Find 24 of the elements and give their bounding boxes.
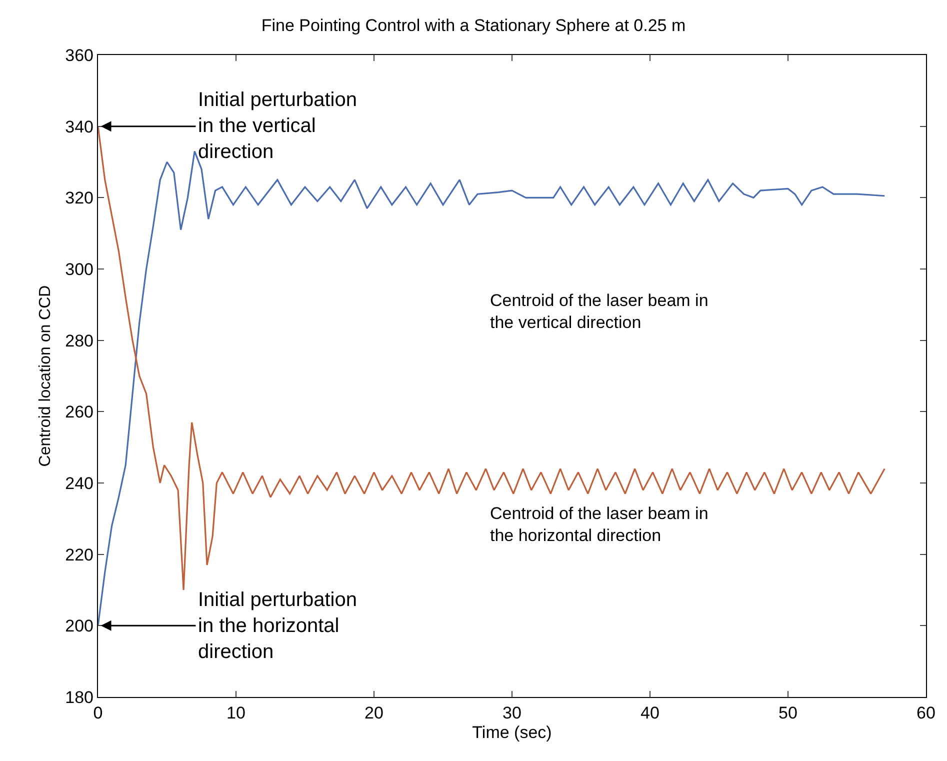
y-tick-label: 360 (65, 46, 94, 65)
x-tick-label: 20 (364, 704, 384, 722)
y-tick-label: 300 (65, 260, 94, 279)
x-tick-label: 40 (640, 704, 660, 722)
x-tick-label: 30 (502, 704, 522, 722)
y-tick-label: 220 (65, 545, 94, 564)
x-tick-label: 0 (93, 704, 103, 722)
x-tick-label: 50 (778, 704, 798, 722)
y-tick-label: 240 (65, 474, 94, 493)
y-tick-label: 340 (65, 117, 94, 136)
x-tick-label: 10 (226, 704, 246, 722)
x-axis-title: Time (sec) (472, 722, 552, 742)
y-tick-label: 200 (65, 616, 94, 636)
y-tick-label: 320 (65, 188, 94, 208)
annotation: Initial perturbation in the vertical direction (198, 89, 357, 163)
annotation: Initial perturbation in the horizontal direction (198, 589, 357, 663)
annotation: Centroid of the laser beam in the vertical direction (490, 291, 708, 332)
chart-title: Fine Pointing Control with a Stationary Sphere at 0.25 m (261, 16, 686, 35)
annotation: Centroid of the laser beam in the horizontal direction (490, 504, 708, 546)
y-tick-label: 280 (65, 331, 94, 350)
y-tick-label: 180 (65, 688, 94, 707)
y-axis-title: Centroid location on CCD (37, 285, 54, 467)
y-tick-label: 260 (65, 402, 94, 422)
x-tick-label: 60 (916, 704, 936, 722)
